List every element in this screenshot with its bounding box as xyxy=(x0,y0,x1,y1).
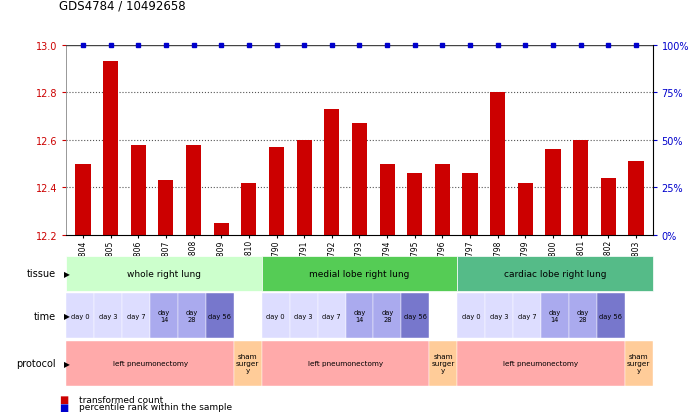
Text: tissue: tissue xyxy=(27,268,56,279)
Bar xyxy=(407,173,422,235)
Text: ■: ■ xyxy=(59,402,68,412)
Text: left pneumonectomy: left pneumonectomy xyxy=(503,361,579,366)
Bar xyxy=(158,181,174,235)
Text: cardiac lobe right lung: cardiac lobe right lung xyxy=(504,269,606,278)
Bar xyxy=(518,183,533,235)
Bar xyxy=(214,223,229,235)
Text: day
14: day 14 xyxy=(353,309,366,323)
Text: sham
surger
y: sham surger y xyxy=(627,354,651,373)
Text: left pneumonectomy: left pneumonectomy xyxy=(308,361,383,366)
Bar xyxy=(103,62,118,235)
Text: sham
surger
y: sham surger y xyxy=(236,354,260,373)
Bar xyxy=(380,164,395,235)
Text: sham
surger
y: sham surger y xyxy=(431,354,455,373)
Text: whole right lung: whole right lung xyxy=(127,269,201,278)
Bar xyxy=(435,164,450,235)
Text: transformed count: transformed count xyxy=(79,395,163,404)
Bar xyxy=(242,183,256,235)
Bar xyxy=(186,145,201,235)
Text: ▶: ▶ xyxy=(64,269,69,278)
Text: protocol: protocol xyxy=(16,358,56,368)
Bar xyxy=(463,173,477,235)
Text: day 56: day 56 xyxy=(600,313,622,319)
Bar xyxy=(573,140,588,235)
Text: day
28: day 28 xyxy=(381,309,394,323)
Text: day 0: day 0 xyxy=(71,313,89,319)
Text: day
14: day 14 xyxy=(158,309,170,323)
Text: ■: ■ xyxy=(59,394,68,404)
Text: day 0: day 0 xyxy=(267,313,285,319)
Bar xyxy=(545,150,560,235)
Text: day 7: day 7 xyxy=(518,313,536,319)
Bar xyxy=(131,145,146,235)
Text: day 7: day 7 xyxy=(127,313,145,319)
Text: ▶: ▶ xyxy=(64,311,69,320)
Text: medial lobe right lung: medial lobe right lung xyxy=(309,269,410,278)
Bar xyxy=(75,164,91,235)
Text: day
14: day 14 xyxy=(549,309,561,323)
Text: day 3: day 3 xyxy=(295,313,313,319)
Bar xyxy=(352,124,367,235)
Text: GDS4784 / 10492658: GDS4784 / 10492658 xyxy=(59,0,186,12)
Text: time: time xyxy=(34,311,56,321)
Text: day
28: day 28 xyxy=(186,309,198,323)
Bar xyxy=(269,147,284,235)
Text: day 56: day 56 xyxy=(404,313,426,319)
Bar xyxy=(490,93,505,235)
Text: ▶: ▶ xyxy=(64,359,69,368)
Text: percentile rank within the sample: percentile rank within the sample xyxy=(79,402,232,411)
Text: left pneumonectomy: left pneumonectomy xyxy=(112,361,188,366)
Text: day 0: day 0 xyxy=(462,313,480,319)
Text: day 56: day 56 xyxy=(209,313,231,319)
Text: day 3: day 3 xyxy=(99,313,117,319)
Text: day
28: day 28 xyxy=(577,309,589,323)
Bar xyxy=(628,162,644,235)
Bar xyxy=(324,109,339,235)
Bar xyxy=(297,140,312,235)
Text: day 3: day 3 xyxy=(490,313,508,319)
Text: day 7: day 7 xyxy=(322,313,341,319)
Bar xyxy=(601,178,616,235)
